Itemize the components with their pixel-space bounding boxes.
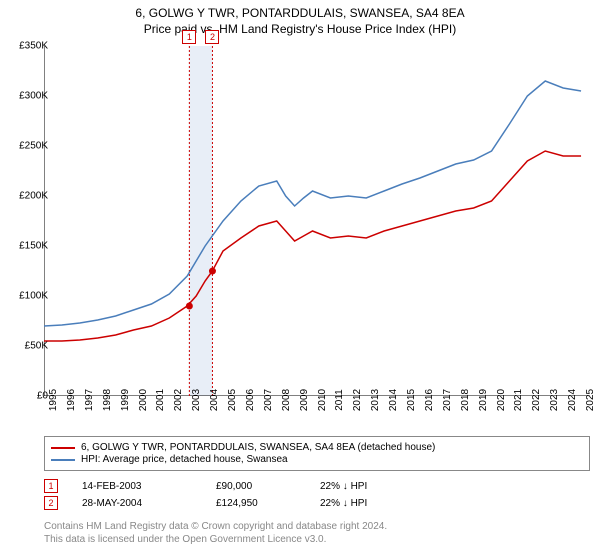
x-tick-label: 2025	[585, 389, 596, 411]
x-tick-label: 1996	[66, 389, 77, 411]
sale-row: 2 28-MAY-2004 £124,950 22% ↓ HPI	[44, 496, 590, 510]
title-block: 6, GOLWG Y TWR, PONTARDDULAIS, SWANSEA, …	[0, 0, 600, 36]
x-tick-label: 1999	[120, 389, 131, 411]
x-tick-label: 2019	[478, 389, 489, 411]
legend-row: 6, GOLWG Y TWR, PONTARDDULAIS, SWANSEA, …	[51, 442, 583, 453]
sale-diff: 22% ↓ HPI	[320, 498, 420, 509]
y-tick-label: £350K	[19, 41, 48, 52]
y-tick-label: £250K	[19, 141, 48, 152]
footer-attribution: Contains HM Land Registry data © Crown c…	[44, 520, 387, 546]
y-tick-label: £200K	[19, 191, 48, 202]
sale-num-box: 1	[44, 479, 58, 493]
y-tick-label: £0	[37, 391, 48, 402]
sale-date: 28-MAY-2004	[82, 498, 192, 509]
y-tick-label: £300K	[19, 91, 48, 102]
legend-label: 6, GOLWG Y TWR, PONTARDDULAIS, SWANSEA, …	[81, 442, 435, 453]
x-tick-label: 1995	[48, 389, 59, 411]
x-tick-label: 2014	[388, 389, 399, 411]
sale-price: £124,950	[216, 498, 296, 509]
title-subtitle: Price paid vs. HM Land Registry's House …	[0, 22, 600, 36]
sales-table: 1 14-FEB-2003 £90,000 22% ↓ HPI 2 28-MAY-2004…	[44, 476, 590, 513]
x-tick-label: 2018	[460, 389, 471, 411]
legend-swatch	[51, 447, 75, 449]
x-tick-label: 2009	[299, 389, 310, 411]
chart-svg	[44, 46, 590, 396]
sale-marker-box: 1	[182, 30, 196, 44]
x-tick-label: 2007	[263, 389, 274, 411]
x-tick-label: 1997	[84, 389, 95, 411]
x-tick-label: 2016	[424, 389, 435, 411]
sale-date: 14-FEB-2003	[82, 481, 192, 492]
x-tick-label: 2020	[496, 389, 507, 411]
x-tick-label: 2006	[245, 389, 256, 411]
x-tick-label: 2015	[406, 389, 417, 411]
sale-row: 1 14-FEB-2003 £90,000 22% ↓ HPI	[44, 479, 590, 493]
x-tick-label: 2000	[138, 389, 149, 411]
x-tick-label: 2005	[227, 389, 238, 411]
legend-row: HPI: Average price, detached house, Swan…	[51, 454, 583, 465]
x-tick-label: 2003	[191, 389, 202, 411]
y-tick-label: £100K	[19, 291, 48, 302]
x-tick-label: 2010	[317, 389, 328, 411]
chart-plot-area	[44, 46, 590, 396]
legend-swatch	[51, 459, 75, 461]
legend-label: HPI: Average price, detached house, Swan…	[81, 454, 288, 465]
x-tick-label: 2013	[370, 389, 381, 411]
x-tick-label: 2021	[513, 389, 524, 411]
y-tick-label: £150K	[19, 241, 48, 252]
legend: 6, GOLWG Y TWR, PONTARDDULAIS, SWANSEA, …	[44, 436, 590, 471]
x-tick-label: 2004	[209, 389, 220, 411]
sale-marker-box: 2	[205, 30, 219, 44]
x-tick-label: 2024	[567, 389, 578, 411]
footer-line2: This data is licensed under the Open Gov…	[44, 533, 387, 546]
sale-price: £90,000	[216, 481, 296, 492]
chart-container: 6, GOLWG Y TWR, PONTARDDULAIS, SWANSEA, …	[0, 0, 600, 560]
x-tick-label: 2002	[173, 389, 184, 411]
x-tick-label: 2011	[334, 389, 345, 411]
sale-num-box: 2	[44, 496, 58, 510]
y-tick-label: £50K	[25, 341, 48, 352]
x-tick-label: 1998	[102, 389, 113, 411]
x-tick-label: 2001	[155, 389, 166, 411]
x-tick-label: 2017	[442, 389, 453, 411]
x-tick-label: 2008	[281, 389, 292, 411]
title-address: 6, GOLWG Y TWR, PONTARDDULAIS, SWANSEA, …	[0, 6, 600, 20]
x-tick-label: 2012	[352, 389, 363, 411]
footer-line1: Contains HM Land Registry data © Crown c…	[44, 520, 387, 533]
x-tick-label: 2023	[549, 389, 560, 411]
x-tick-label: 2022	[531, 389, 542, 411]
sale-diff: 22% ↓ HPI	[320, 481, 420, 492]
